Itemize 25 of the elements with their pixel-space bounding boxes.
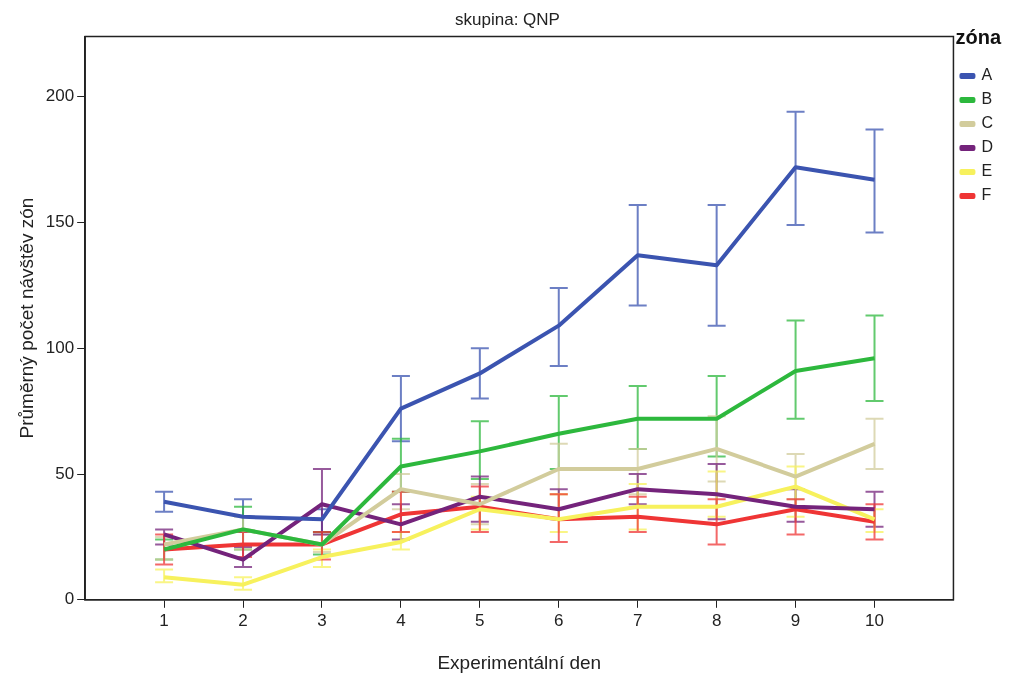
legend-label: F [981,186,992,204]
x-tick-label: 8 [711,610,722,630]
legend-label: E [981,162,993,180]
legend-title: zóna [955,25,1002,48]
x-axis-title: Experimentální den [437,651,602,673]
x-tick-label: 7 [632,610,643,630]
y-tick-label: 100 [45,337,75,357]
y-axis-title: Průměrný počet návštěv zón [15,197,37,439]
x-tick-label: 10 [865,610,884,630]
legend-label: D [981,138,994,156]
x-tick-label: 5 [475,610,485,630]
legend-label: B [981,90,993,108]
y-tick-label: 0 [64,589,75,609]
legend-label: C [981,114,994,132]
x-tick-label: 4 [396,610,406,630]
x-tick-label: 9 [790,610,801,630]
legend-label: A [981,66,993,84]
y-tick-label: 150 [45,212,75,232]
x-tick-label: 1 [159,610,169,630]
y-tick-label: 200 [45,86,75,106]
x-tick-label: 6 [554,610,564,630]
x-tick-label: 2 [238,610,248,630]
x-tick-label: 3 [317,610,327,630]
chart-title: skupina: QNP [455,9,560,29]
y-tick-label: 50 [55,463,75,483]
